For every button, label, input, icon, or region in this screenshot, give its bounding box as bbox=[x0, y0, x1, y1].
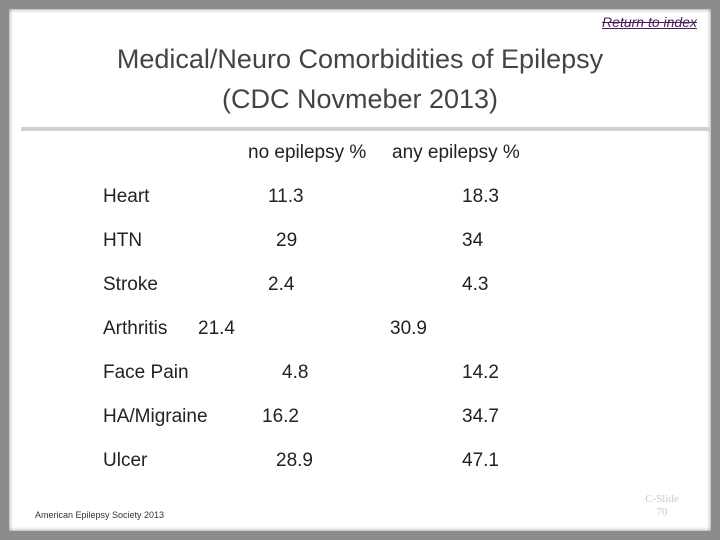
no-epilepsy-value: 11.3 bbox=[268, 186, 304, 207]
no-epilepsy-value: 21.4 bbox=[198, 318, 235, 339]
no-epilepsy-value: 2.4 bbox=[268, 274, 295, 295]
any-epilepsy-value: 34 bbox=[462, 230, 484, 251]
any-epilepsy-value: 34.7 bbox=[462, 406, 499, 427]
slide-number-value: 70 bbox=[656, 506, 668, 518]
no-epilepsy-value: 16.2 bbox=[262, 406, 299, 427]
any-epilepsy-value: 47.1 bbox=[462, 450, 499, 471]
row-label: Ulcer bbox=[103, 450, 148, 471]
any-epilepsy-value: 30.9 bbox=[390, 318, 427, 339]
any-epilepsy-value: 14.2 bbox=[462, 362, 499, 383]
any-epilepsy-value: 18.3 bbox=[462, 186, 499, 207]
return-link[interactable]: Return to index bbox=[602, 14, 697, 30]
title-line: (CDC Novmeber 2013) bbox=[221, 84, 499, 114]
slide-title: Medical/Neuro Comorbidities of Epilepsy … bbox=[9, 39, 711, 119]
title-line: Medical/Neuro Comorbidities of Epilepsy bbox=[116, 44, 604, 74]
column-header: any epilepsy % bbox=[392, 142, 520, 163]
row-label: Arthritis bbox=[103, 318, 168, 339]
slide-number: C-Slide 70 bbox=[637, 493, 687, 519]
row-label: Stroke bbox=[103, 274, 158, 295]
row-label: Face Pain bbox=[103, 362, 189, 383]
row-label: Heart bbox=[103, 186, 150, 207]
no-epilepsy-value: 28.9 bbox=[276, 450, 313, 471]
row-label: HTN bbox=[103, 230, 143, 251]
no-epilepsy-value: 29 bbox=[276, 230, 298, 251]
divider bbox=[21, 127, 711, 131]
slide: Return to index Medical/Neuro Comorbidit… bbox=[9, 9, 711, 531]
footer: American Epilepsy Society 2013 bbox=[35, 510, 165, 520]
slide-number-label: C-Slide bbox=[645, 493, 679, 505]
row-label: HA/Migraine bbox=[103, 406, 208, 427]
no-epilepsy-value: 4.8 bbox=[282, 362, 309, 383]
any-epilepsy-value: 4.3 bbox=[462, 274, 489, 295]
column-header: no epilepsy % bbox=[248, 142, 367, 163]
